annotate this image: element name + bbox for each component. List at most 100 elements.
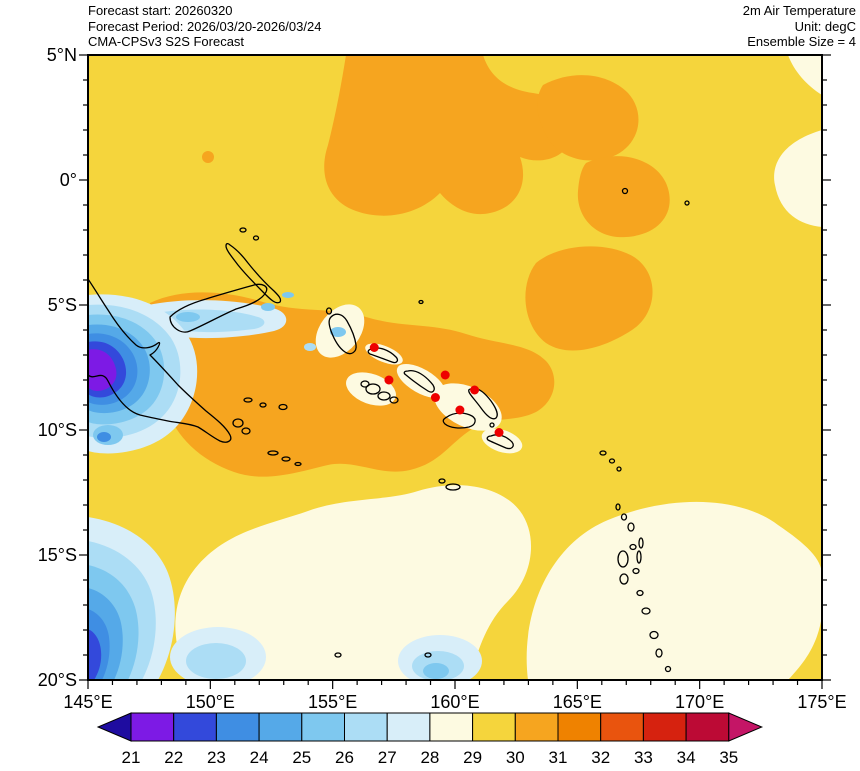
colorbar-cell (344, 712, 388, 742)
vanuatu-island (627, 522, 635, 532)
station-marker (455, 405, 465, 415)
colorbar-tick-label: 25 (292, 748, 311, 767)
mild-regions-28-29C (175, 55, 822, 680)
new-ireland-coast (225, 242, 282, 304)
ensemble-size-label: Ensemble Size = 4 (747, 34, 856, 49)
forecast-period-line: Forecast Period: 2026/03/20-2026/03/24 (88, 18, 322, 34)
santa-cruz-island (599, 450, 607, 456)
vanuatu-island (620, 513, 628, 521)
colorbar-cell (600, 712, 644, 742)
model-name-line: CMA-CPSv3 S2S Forecast (88, 34, 245, 49)
colorbar-tick-label: 35 (719, 748, 738, 767)
louisiade-island (267, 450, 279, 456)
bougainville-coast (328, 313, 357, 355)
colorbar-tick-label: 23 (207, 748, 226, 767)
colorbar-cell (173, 712, 217, 742)
small-island (239, 227, 247, 233)
vanuatu-island (632, 567, 640, 575)
new-britain-coast (169, 283, 268, 333)
nauru-island (621, 187, 629, 195)
y-axis-labels: 5°N 0° 5°S 10°S 15°S 20°S (38, 45, 77, 690)
colorbar-tick-label: 24 (250, 748, 269, 767)
vanuatu-island (641, 607, 651, 615)
dentrecasteaux-island (232, 418, 244, 428)
guadalcanal-coast (442, 412, 476, 429)
colorbar-tick-label: 34 (677, 748, 696, 767)
station-marker (384, 375, 394, 385)
santa-cruz-island (616, 466, 622, 472)
small-island (424, 652, 432, 658)
colorbar-cell (642, 712, 687, 742)
x-axis-label: 145°E (63, 692, 112, 712)
santa-isabel-coast (403, 370, 435, 393)
colorbar-cell (514, 712, 559, 742)
x-axis-label: 175°E (797, 692, 846, 712)
header-right: 2m Air Temperature Unit: degC Ensemble S… (743, 3, 856, 50)
y-axis-label: 5°N (47, 45, 77, 65)
y-axis-label: 0° (60, 170, 77, 190)
x-axis-label: 170°E (675, 692, 724, 712)
colorbar-cell (130, 712, 175, 742)
colorbar-tick-label: 32 (591, 748, 610, 767)
new-guinea-coast (88, 278, 232, 443)
x-axis-label: 155°E (308, 692, 357, 712)
cool-regions-21-28C (88, 292, 482, 680)
small-island (334, 652, 342, 658)
colorbar-tick-label: 26 (335, 748, 354, 767)
vanuatu-island (619, 573, 629, 585)
station-markers (369, 343, 504, 437)
station-marker (494, 428, 504, 437)
new-georgia-island (377, 391, 391, 401)
vanuatu-island (617, 550, 629, 568)
station-marker (430, 393, 440, 402)
colorbar-cell (215, 712, 260, 742)
santa-cruz-island (608, 458, 616, 464)
station-marker (470, 385, 480, 395)
colorbar-cell (429, 712, 474, 742)
choiseul-coast (367, 347, 399, 364)
trobriand-island (259, 402, 267, 408)
louisiade-island (281, 456, 291, 462)
new-georgia-island (365, 383, 381, 395)
colorbar-cell (301, 712, 345, 742)
small-island (252, 235, 260, 241)
colorbar-tick-label: 29 (463, 748, 482, 767)
woodlark-island (278, 403, 288, 411)
coastlines (88, 187, 690, 673)
vanuatu-island (664, 665, 672, 673)
colorbar-cell (258, 712, 303, 742)
small-island (418, 299, 424, 305)
y-axis-label: 15°S (38, 545, 77, 565)
rennell-island (445, 483, 461, 491)
colorbar-tick-label: 33 (634, 748, 653, 767)
colorbar-cell (386, 712, 431, 742)
colorbar-tick-label: 22 (164, 748, 183, 767)
vanuatu-island (615, 503, 621, 511)
colorbar-tick-label: 30 (506, 748, 525, 767)
unit-label: Unit: degC (794, 18, 856, 34)
colorbar-cell (472, 712, 516, 742)
header-left: Forecast start: 20260320 Forecast Period… (88, 3, 321, 50)
vanuatu-island (655, 648, 663, 658)
forecast-start-line: Forecast start: 20260320 (88, 3, 233, 18)
vanuatu-island (636, 550, 642, 564)
small-island (489, 422, 495, 428)
colorbar-tick-label: 31 (549, 748, 568, 767)
colorbar-tick-label: 28 (420, 748, 439, 767)
colorbar-cell (557, 712, 602, 742)
dentrecasteaux-island (241, 427, 251, 435)
x-axis-label: 160°E (430, 692, 479, 712)
x-axis-labels: 145°E 150°E 155°E 160°E 165°E 170°E 175°E (63, 692, 846, 712)
x-axis-label: 165°E (553, 692, 602, 712)
station-marker (440, 370, 450, 380)
colorbar-tick-label: 21 (122, 748, 141, 767)
y-axis-label: 20°S (38, 670, 77, 690)
x-axis-label: 150°E (186, 692, 235, 712)
vanuatu-island (636, 589, 644, 597)
temperature-field (88, 55, 822, 680)
makira-coast (486, 434, 514, 450)
colorbar-arrow-left (96, 712, 132, 742)
louisiade-island (294, 461, 302, 467)
